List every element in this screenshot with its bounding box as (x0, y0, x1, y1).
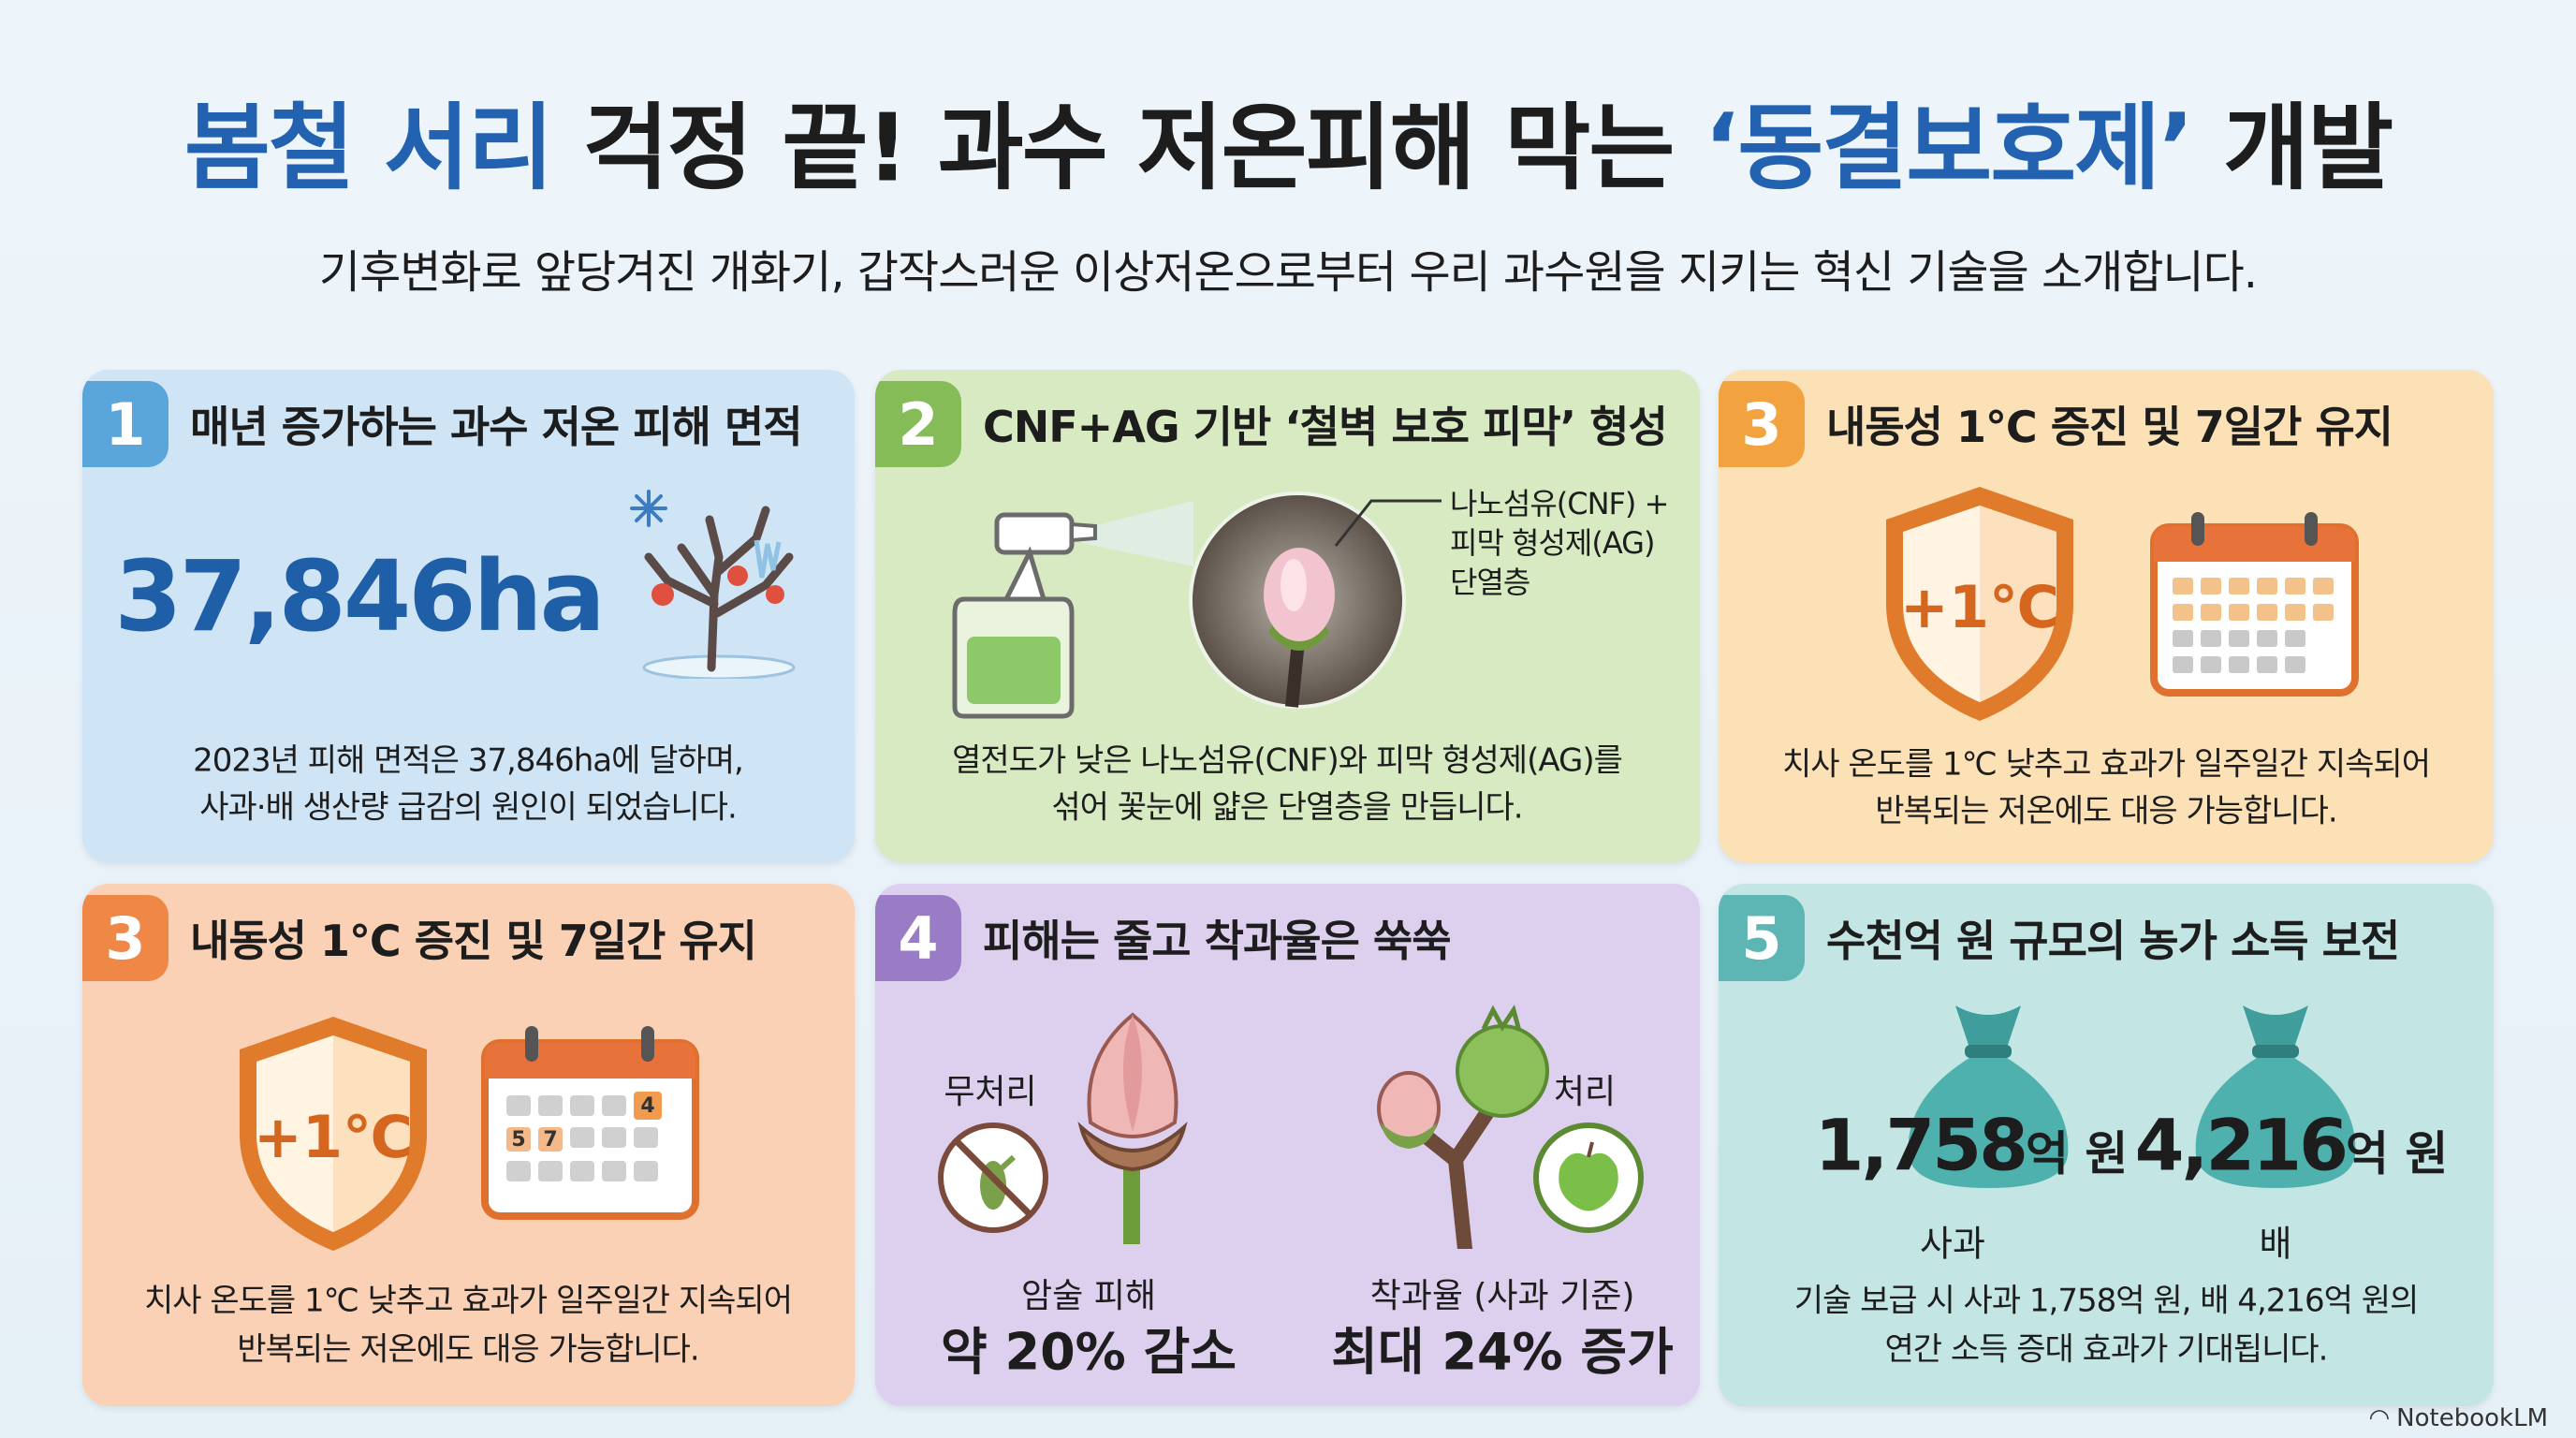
calendar-day: 4 (640, 1094, 654, 1118)
amount: 1,758억 원 (1815, 1104, 2129, 1187)
calendar-day: 7 (543, 1128, 557, 1152)
card-body: 치사 온도를 1℃ 낮추고 효과가 일주일간 지속되어 (1782, 745, 2431, 784)
card-title: 매년 증가하는 과수 저온 피해 면적 (190, 402, 803, 452)
card-number: 3 (82, 895, 168, 981)
callout-line (1334, 499, 1442, 547)
amount-label: 배 (2259, 1223, 2292, 1265)
stat: 37,846ha (114, 539, 606, 653)
amount-value: 1,758 (1814, 1103, 2028, 1187)
shield-label: +1℃ (1900, 573, 2059, 641)
frozen-tree-icon (630, 490, 796, 679)
callout-line-text: 나노섬유(CNF) + (1450, 486, 1669, 521)
callout-line-text: 피막 형성제(AG) (1450, 525, 1655, 561)
money-bag-icon (2195, 1005, 2356, 1188)
shield-label: +1℃ (254, 1103, 413, 1171)
card-body: 사과·배 생산량 급감의 원인이 되었습니다. (199, 788, 738, 827)
card-body: 반복되는 저온에도 대응 가능합니다. (1875, 792, 2337, 830)
title-text: 개발 (2223, 93, 2393, 203)
result: 약 20% 감소 (941, 1322, 1237, 1382)
card-title: 내동성 1℃ 증진 및 7일간 유지 (1826, 402, 2393, 452)
title-highlight: ‘동결보호제’ (1704, 93, 2194, 203)
brand-icon: ◠ (2369, 1404, 2389, 1432)
caption: 암술 피해 (1021, 1277, 1156, 1315)
card-body: 2023년 피해 면적은 37,846ha에 달하며, (193, 741, 744, 780)
card: 2 CNF+AG 기반 ‘철벽 보호 피막’ 형성 나노섬유(CNF) + 피막… (875, 370, 1700, 862)
card-body: 반복되는 저온에도 대응 가능합니다. (237, 1330, 699, 1369)
card-number: 3 (1719, 381, 1805, 467)
apple-icon (1533, 1123, 1644, 1233)
money-bag-icon (1908, 1005, 2069, 1188)
bud-photo (1189, 492, 1406, 709)
subtitle: 기후변화로 앞당겨진 개화기, 갑작스러운 이상저온으로부터 우리 과수원을 지… (318, 246, 2258, 299)
bud-icon (1077, 1012, 1188, 1244)
amount-label: 사과 (1920, 1223, 1985, 1265)
card-title: 내동성 1℃ 증진 및 7일간 유지 (190, 916, 757, 966)
amount-unit: 억 원 (2345, 1126, 2449, 1181)
caption: 착과율 (사과 기준) (1369, 1277, 1635, 1315)
card-body: 열전도가 낮은 나노섬유(CNF)와 피막 형성제(AG)를 (952, 741, 1623, 780)
damage-icon (938, 1123, 1048, 1233)
card: 1 매년 증가하는 과수 저온 피해 면적 37,846ha 2023년 피해 … (82, 370, 855, 862)
spray-icon (952, 501, 1193, 719)
card-number: 4 (875, 895, 961, 981)
card-number: 1 (82, 381, 168, 467)
title: 봄철 서리 걱정 끝! 과수 저온피해 막는 ‘동결보호제’ 개발 (183, 72, 2393, 208)
calendar-icon (2150, 512, 2359, 697)
result: 최대 24% 증가 (1331, 1322, 1674, 1382)
card-body: 기술 보급 시 사과 1,758억 원, 배 4,216억 원의 (1793, 1282, 2420, 1320)
title-text: 걱정 끝! 과수 저온피해 막는 (582, 93, 1676, 203)
shield-icon: +1℃ (240, 1017, 427, 1251)
card-title: 피해는 줄고 착과율은 쑥쑥 (983, 916, 1452, 966)
card-body: 연간 소득 증대 효과가 기대됩니다. (1884, 1330, 2329, 1369)
callout-line-text: 단열층 (1450, 565, 1530, 600)
footer-brand: ◠ NotebookLM (2370, 1404, 2548, 1432)
calendar-icon: 5 7 4 (481, 1026, 699, 1220)
card: 4 피해는 줄고 착과율은 쑥쑥 무처리 처리 암술 피해 약 20% 감소 착… (875, 884, 1700, 1406)
label: 무처리 (944, 1073, 1037, 1111)
brand-text: NotebookLM (2396, 1404, 2548, 1432)
amount: 4,216억 원 (2135, 1104, 2449, 1187)
card-body: 섞어 꽃눈에 얇은 단열층을 만듭니다. (1051, 788, 1523, 827)
card-number: 2 (875, 381, 961, 467)
card-title: CNF+AG 기반 ‘철벽 보호 피막’ 형성 (983, 402, 1668, 452)
card-body: 치사 온도를 1℃ 낮추고 효과가 일주일간 지속되어 (144, 1282, 793, 1320)
title-highlight: 봄철 서리 (183, 93, 554, 203)
card: 3 내동성 1℃ 증진 및 7일간 유지 +1℃ 치사 온도를 1℃ 낮추고 효… (1719, 370, 2494, 862)
callout: 나노섬유(CNF) + 피막 형성제(AG) 단열층 (1450, 484, 1669, 602)
amount-unit: 억 원 (2025, 1126, 2129, 1181)
card: 3 내동성 1℃ 증진 및 7일간 유지 +1℃ 5 7 4 치사 온도를 1℃… (82, 884, 855, 1406)
amount-value: 4,216 (2134, 1103, 2349, 1187)
label: 처리 (1553, 1073, 1617, 1111)
calendar-day: 5 (511, 1128, 525, 1152)
card-title: 수천억 원 규모의 농가 소득 보전 (1826, 916, 2400, 966)
card-number: 5 (1719, 895, 1805, 981)
shield-icon: +1℃ (1886, 487, 2073, 721)
fruit-set-icon (1377, 1005, 1549, 1249)
card: 5 수천억 원 규모의 농가 소득 보전 1,758억 원 4,216억 원 사… (1719, 884, 2494, 1406)
